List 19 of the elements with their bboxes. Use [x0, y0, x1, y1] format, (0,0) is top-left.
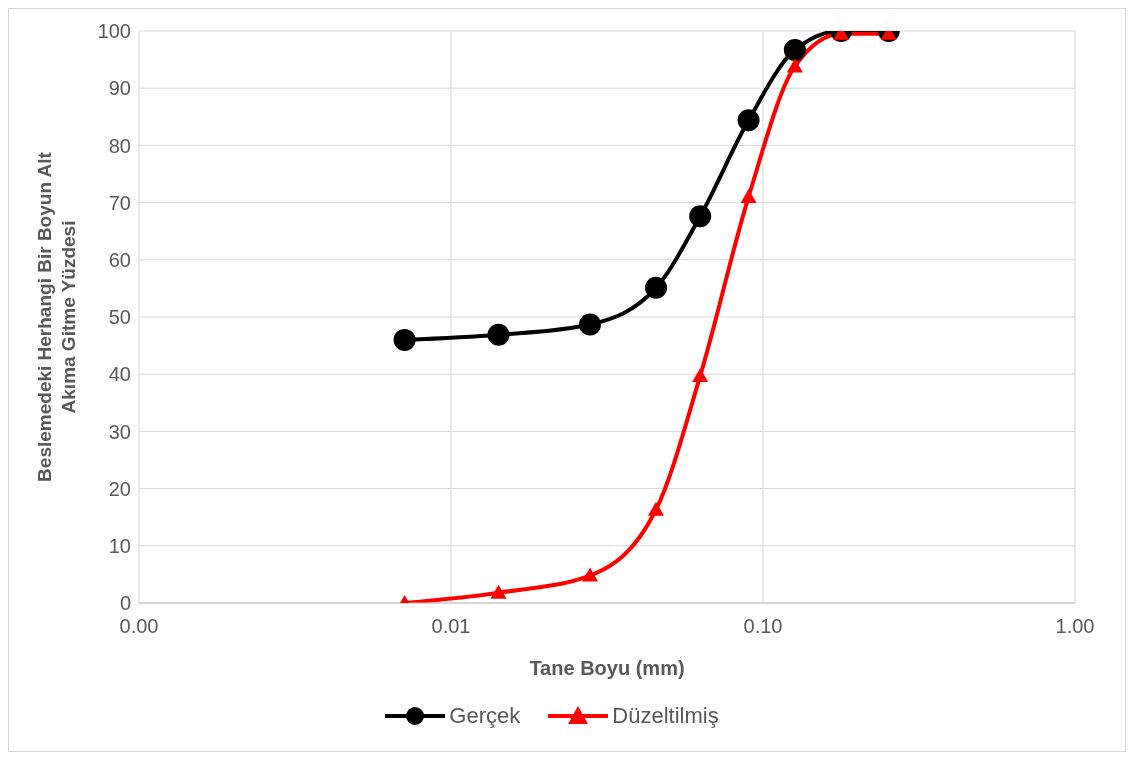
y-tick-label: 70 [108, 191, 131, 214]
y-tick-label: 0 [119, 592, 131, 615]
y-tick-label: 10 [108, 534, 131, 557]
x-tick-label: 0.00 [119, 615, 159, 638]
y-tick-label: 20 [108, 477, 131, 500]
y-tick-label: 60 [108, 248, 131, 271]
x-tick-label: 0.01 [431, 615, 471, 638]
legend-label: Gerçek [448, 703, 521, 729]
x-axis-title: Tane Boyu (mm) [529, 657, 685, 679]
x-tick-label: 1.00 [1055, 615, 1095, 638]
y-tick-label: 90 [108, 77, 131, 100]
y-tick-label: 30 [108, 420, 131, 443]
legend-label: Düzeltilmiş [611, 703, 719, 729]
y-tick-label: 40 [108, 363, 131, 386]
y-tick-label: 50 [108, 306, 131, 329]
y-tick-label: 100 [97, 20, 131, 43]
x-tick-label: 0.10 [743, 615, 783, 638]
y-axis-title: Beslemedeki Herhangi Bir Boyun Alt Akıma Gitme Yüzdesi [34, 151, 79, 482]
y-tick-label: 80 [108, 134, 131, 157]
